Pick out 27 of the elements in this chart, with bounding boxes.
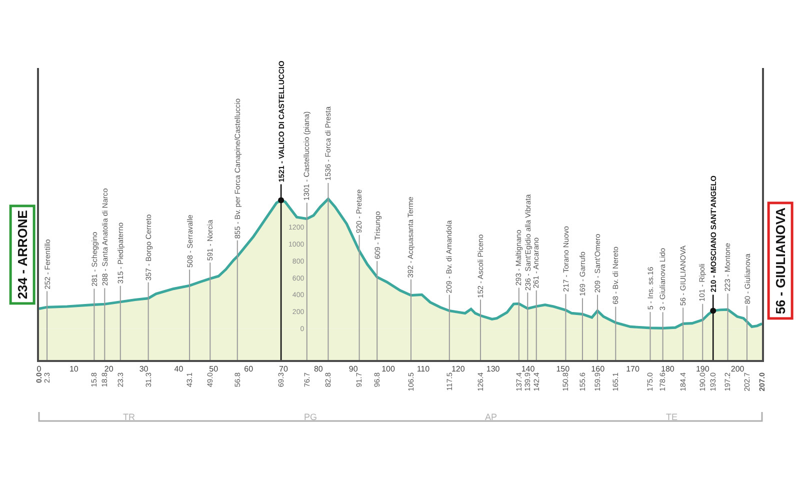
x-tick-label: 200 <box>730 364 745 374</box>
x-tick-label: 160 <box>591 364 606 374</box>
x-tick-label: 30 <box>139 364 149 374</box>
x-tick-label: 90 <box>348 364 358 374</box>
x-tick-label: 70 <box>279 364 288 374</box>
x-tick-label: 10 <box>69 364 79 374</box>
text: TE <box>666 412 678 422</box>
x-tick-label: 130 <box>486 364 500 374</box>
x-tick-label: 20 <box>104 364 114 374</box>
x-tick-label: 110 <box>416 364 430 374</box>
x-tick-label: 60 <box>244 364 254 374</box>
x-tick-label: 0 <box>36 364 42 374</box>
text: TR <box>123 412 136 422</box>
x-tick-label: 150 <box>556 364 570 374</box>
x-tick-label: 180 <box>661 364 675 374</box>
x-tick-label: 120 <box>451 364 466 374</box>
text: AP <box>485 412 498 422</box>
x-tick-label: 100 <box>382 364 396 374</box>
x-tick-label: 190 <box>696 364 710 374</box>
x-tick-label: 40 <box>174 364 184 374</box>
annotation: 56 - GIULIANOVA <box>772 206 788 314</box>
x-tick-label: 170 <box>626 364 640 374</box>
text: PG <box>304 412 318 422</box>
annotation: 234 - ARRONE <box>14 210 30 300</box>
x-tick-label: 140 <box>521 364 536 374</box>
x-tick-label: 50 <box>209 364 219 374</box>
x-tick-label: 80 <box>314 364 324 374</box>
